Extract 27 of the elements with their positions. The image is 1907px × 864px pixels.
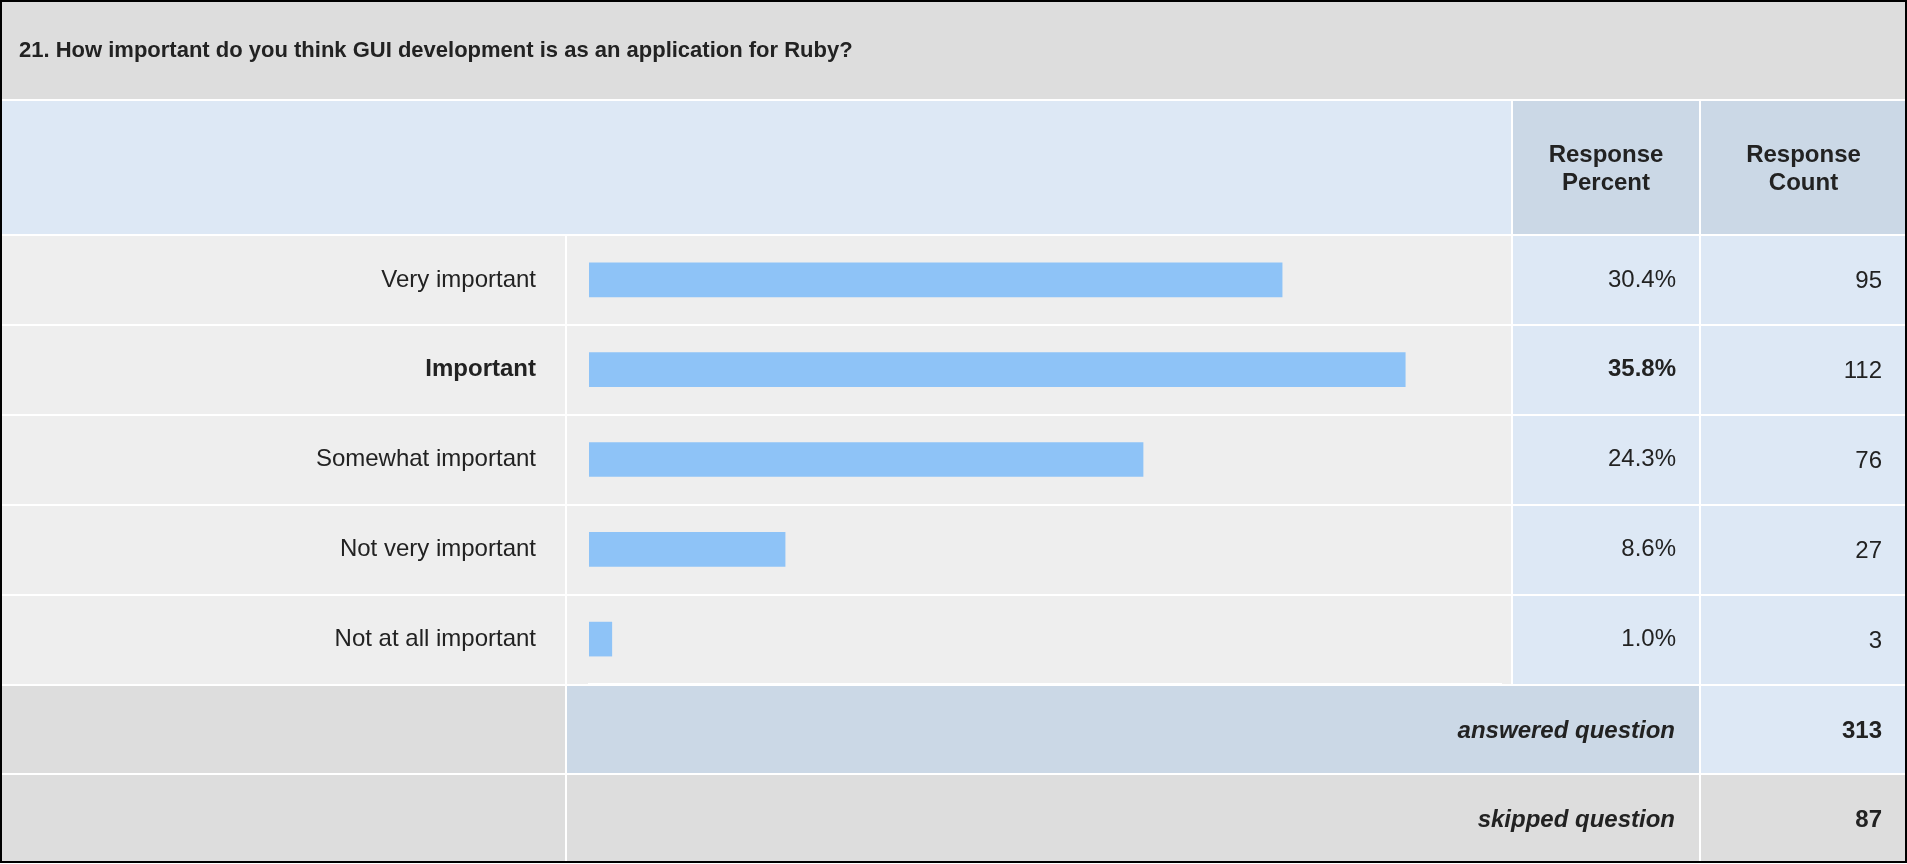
y-tick-label: Not at all important — [334, 623, 537, 651]
text: answered question — [566, 685, 1700, 774]
text: 76 — [1700, 415, 1907, 505]
data-label: 30.4% — [1607, 264, 1676, 292]
chart-title: 21. How important do you think GUI development is as an application for Ruby? — [0, 0, 1907, 100]
y-tick-label: Not very important — [339, 533, 537, 561]
bar — [589, 352, 1406, 388]
text: 27 — [1700, 505, 1907, 595]
data-label: 24.3% — [1607, 444, 1676, 472]
y-tick-label: Very important — [381, 264, 537, 292]
bar — [589, 442, 1144, 477]
text: 112 — [1700, 325, 1907, 415]
bar — [589, 621, 613, 657]
text: Response Count — [1700, 100, 1907, 235]
y-tick-label: Somewhat important — [315, 444, 537, 472]
y-tick-label: Important — [425, 354, 536, 382]
text: 313 — [1700, 685, 1907, 774]
bar — [589, 262, 1283, 298]
text: Response Percent — [1512, 100, 1700, 235]
text: 95 — [1700, 235, 1907, 325]
text: 87 — [1700, 774, 1907, 863]
data-label: 8.6% — [1621, 533, 1676, 561]
text: 3 — [1700, 595, 1907, 685]
data-label: 1.0% — [1621, 623, 1676, 651]
text: skipped question — [566, 774, 1700, 863]
bar — [589, 531, 786, 567]
data-label: 35.8% — [1607, 354, 1676, 382]
